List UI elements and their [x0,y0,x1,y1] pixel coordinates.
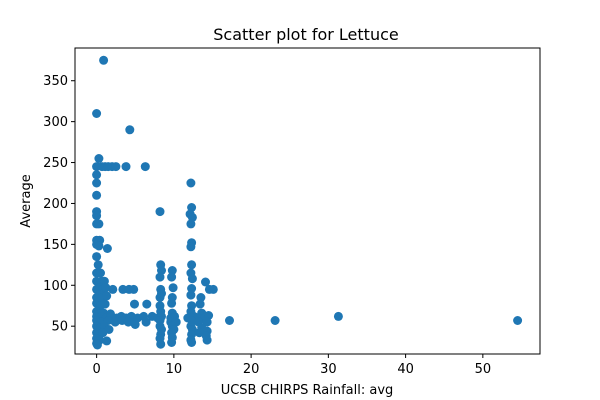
data-point [186,242,196,252]
data-point [101,283,111,293]
data-point [142,299,152,309]
x-tick-label: 50 [475,362,492,377]
data-point [92,211,102,221]
data-point [141,317,151,327]
data-point [187,274,197,284]
data-point [129,284,139,294]
data-point [225,316,234,325]
data-point [100,299,110,309]
points-layer [92,55,523,350]
y-tick-label: 200 [43,197,68,212]
data-point [96,268,105,278]
y-tick-label: 350 [43,74,68,89]
data-point [196,293,206,302]
data-point [270,316,280,325]
x-tick-label: 10 [166,362,183,377]
data-point [108,284,118,294]
x-tick-label: 30 [320,362,337,377]
data-point [513,316,523,325]
data-point [201,277,210,287]
data-point [187,284,197,293]
data-point [92,178,102,188]
data-point [167,272,177,282]
data-point [187,260,197,270]
data-point [202,317,212,327]
y-tick-label: 250 [43,156,68,171]
data-point [111,162,121,172]
data-point [155,272,165,282]
data-point [155,207,165,217]
y-tick-label: 300 [43,115,68,130]
data-point [102,336,112,346]
data-point [186,178,196,188]
data-point [167,266,177,275]
data-point [208,284,218,294]
x-tick-label: 20 [243,362,260,377]
data-point [130,320,140,329]
data-point [102,244,112,253]
data-point [92,190,102,200]
data-point [94,219,104,229]
y-tick-label: 50 [51,320,68,335]
data-point [110,317,120,327]
data-point [195,299,205,309]
plot-frame [74,47,541,355]
data-point [98,328,108,338]
y-axis-label: Average [19,174,34,227]
y-tick-label: 100 [43,279,68,294]
data-point [194,328,204,338]
chart-title: Scatter plot for Lettuce [213,25,398,44]
data-point [118,284,128,294]
data-point [99,55,109,65]
x-tick-label: 0 [92,362,100,377]
data-point [167,338,177,347]
data-point [94,154,104,163]
data-point [92,340,102,350]
data-point [92,252,102,262]
y-tick-label: 150 [43,238,68,253]
data-point [187,338,197,347]
data-point [102,291,112,301]
data-point [125,125,135,135]
y-axis: 50 100 150 200 250 300 350 [43,74,75,335]
data-point [121,162,131,172]
data-point [130,299,139,309]
data-point [167,298,177,308]
data-point [93,260,103,270]
data-point [186,219,196,229]
x-axis: 0 10 20 30 40 50 [92,354,491,377]
data-point [156,339,166,349]
x-axis-label: UCSB CHIRPS Rainfall: avg [221,383,394,398]
data-point [168,283,178,293]
data-point [333,311,343,321]
data-point [157,289,166,298]
x-tick-label: 40 [397,362,414,377]
data-point [140,162,150,172]
data-point [202,335,212,345]
data-point [186,290,196,300]
data-point [92,170,102,180]
data-point [92,109,102,118]
data-point [94,241,104,251]
